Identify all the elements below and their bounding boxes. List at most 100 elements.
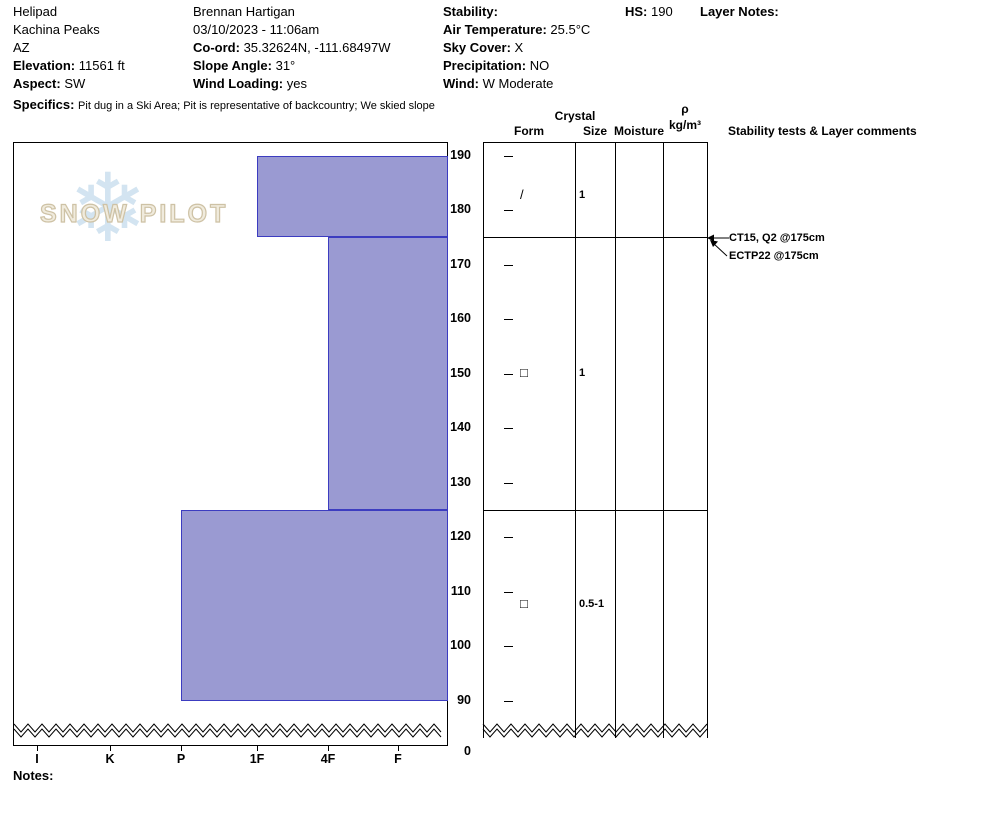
sky-cover-line: Sky Cover: X: [443, 40, 523, 55]
grain-form-symbol: /: [520, 187, 524, 203]
hardness-axis-tick: [398, 746, 399, 751]
depth-tick-label: 150: [450, 365, 471, 380]
aspect-line: Aspect: SW: [13, 76, 85, 91]
wind-loading-label: Wind Loading:: [193, 76, 284, 91]
depth-break-zigzag: [13, 723, 708, 738]
wind-label: Wind:: [443, 76, 479, 91]
hs-label: HS:: [625, 4, 648, 19]
wind-loading-line: Wind Loading: yes: [193, 76, 307, 91]
hardness-axis-label: I: [35, 752, 39, 766]
elevation-label: Elevation:: [13, 58, 76, 73]
snow-layer[interactable]: [181, 509, 448, 701]
site-range: Kachina Peaks: [13, 22, 100, 37]
form-col-tick: [504, 373, 513, 375]
hardness-axis-label: 1F: [249, 752, 265, 766]
grain-size-value: 1: [579, 366, 586, 379]
form-col-tick: [504, 700, 513, 702]
column-top-line: [483, 142, 708, 143]
hs-line: HS: 190: [625, 4, 673, 19]
column-line: [483, 142, 484, 738]
wind-loading-value: yes: [286, 76, 307, 91]
slope-angle-label: Slope Angle:: [193, 58, 272, 73]
site-state: AZ: [13, 40, 30, 55]
hardness-axis-tick: [110, 746, 111, 751]
stability-test-label: ECTP22 @175cm: [729, 250, 819, 262]
coordinates-line: Co-ord: 35.32624N, -111.68497W: [193, 40, 391, 55]
precipitation-label: Precipitation:: [443, 58, 527, 73]
form-col-tick: [504, 482, 513, 484]
stability-test-arrows: [707, 234, 729, 257]
depth-tick-label: 110: [450, 583, 471, 598]
wind-line: Wind: W Moderate: [443, 76, 553, 91]
form-col-tick: [504, 155, 513, 157]
coordinates-value: 35.32624N, -111.68497W: [243, 40, 391, 55]
depth-tick-label: 140: [450, 420, 471, 434]
aspect-label: Aspect:: [13, 76, 61, 91]
column-line: [707, 142, 708, 738]
stability-test-label: CT15, Q2 @175cm: [729, 232, 825, 244]
coordinates-label: Co-ord:: [193, 40, 240, 55]
notes-label: Notes:: [13, 768, 54, 783]
hardness-axis-tick: [328, 746, 329, 751]
density-symbol-header: ρ: [681, 102, 689, 116]
form-col-tick: [504, 646, 513, 647]
air-temp-value: 25.5°C: [550, 22, 591, 37]
size-column-header: Size: [582, 124, 607, 138]
hardness-axis-label: F: [394, 752, 402, 766]
stability-line: Stability:: [443, 4, 498, 19]
column-line: [575, 142, 576, 738]
grain-form-symbol: □: [520, 364, 528, 380]
depth-tick-label: 180: [450, 202, 471, 216]
form-col-tick: [504, 428, 513, 429]
observer-name: Brennan Hartigan: [193, 4, 295, 19]
snow-layer[interactable]: [257, 155, 448, 238]
aspect-value: SW: [64, 76, 86, 91]
form-col-tick: [504, 264, 513, 266]
slope-angle-line: Slope Angle: 31°: [193, 58, 295, 73]
layer-boundary-line: [483, 509, 708, 511]
wind-value: W Moderate: [482, 76, 554, 91]
hardness-axis-tick: [181, 746, 182, 751]
depth-tick-label: 160: [450, 311, 471, 325]
site-name: Helipad: [13, 4, 58, 19]
slope-angle-value: 31°: [275, 58, 296, 73]
depth-tick-label: 130: [450, 474, 471, 489]
specifics-line: Specifics: Pit dug in a Ski Area; Pit is…: [13, 97, 435, 112]
snow-layer[interactable]: [328, 237, 448, 510]
depth-tick-label: 120: [450, 529, 471, 543]
stability-column-header: Stability tests & Layer comments: [728, 124, 917, 138]
form-col-tick: [504, 591, 513, 593]
hardness-axis-tick: [37, 746, 38, 751]
grain-form-symbol: □: [520, 596, 528, 612]
specifics-value: Pit dug in a Ski Area; Pit is representa…: [78, 100, 435, 112]
hardness-axis-tick: [257, 746, 258, 751]
hardness-axis-label: 4F: [320, 752, 336, 766]
depth-tick-label: 170: [450, 256, 471, 271]
hardness-axis-label: P: [176, 752, 186, 766]
elevation-line: Elevation: 11561 ft: [13, 58, 125, 73]
sky-cover-value: X: [514, 40, 524, 55]
hardness-axis-label: K: [105, 752, 115, 766]
crystal-column-header: Crystal: [554, 109, 596, 123]
stability-label: Stability:: [443, 4, 498, 19]
form-col-tick: [504, 319, 513, 320]
layer-notes-label: Layer Notes:: [700, 4, 779, 19]
elevation-value: 11561 ft: [78, 58, 125, 73]
layer-boundary-line: [483, 237, 708, 239]
air-temp-line: Air Temperature: 25.5°C: [443, 22, 590, 37]
observation-datetime: 03/10/2023 - 11:06am: [193, 22, 320, 37]
ground-label: 0: [464, 744, 471, 758]
depth-tick-label: 90: [457, 692, 471, 707]
column-line: [615, 142, 616, 738]
sky-cover-label: Sky Cover:: [443, 40, 511, 55]
density-units-header: kg/m³: [668, 118, 701, 132]
hs-value: 190: [651, 4, 673, 19]
depth-tick-label: 190: [450, 147, 471, 162]
precipitation-value: NO: [529, 58, 550, 73]
air-temp-label: Air Temperature:: [443, 22, 547, 37]
moisture-column-header: Moisture: [613, 124, 664, 138]
specifics-label: Specifics:: [13, 97, 75, 112]
form-column-header: Form: [514, 124, 544, 138]
